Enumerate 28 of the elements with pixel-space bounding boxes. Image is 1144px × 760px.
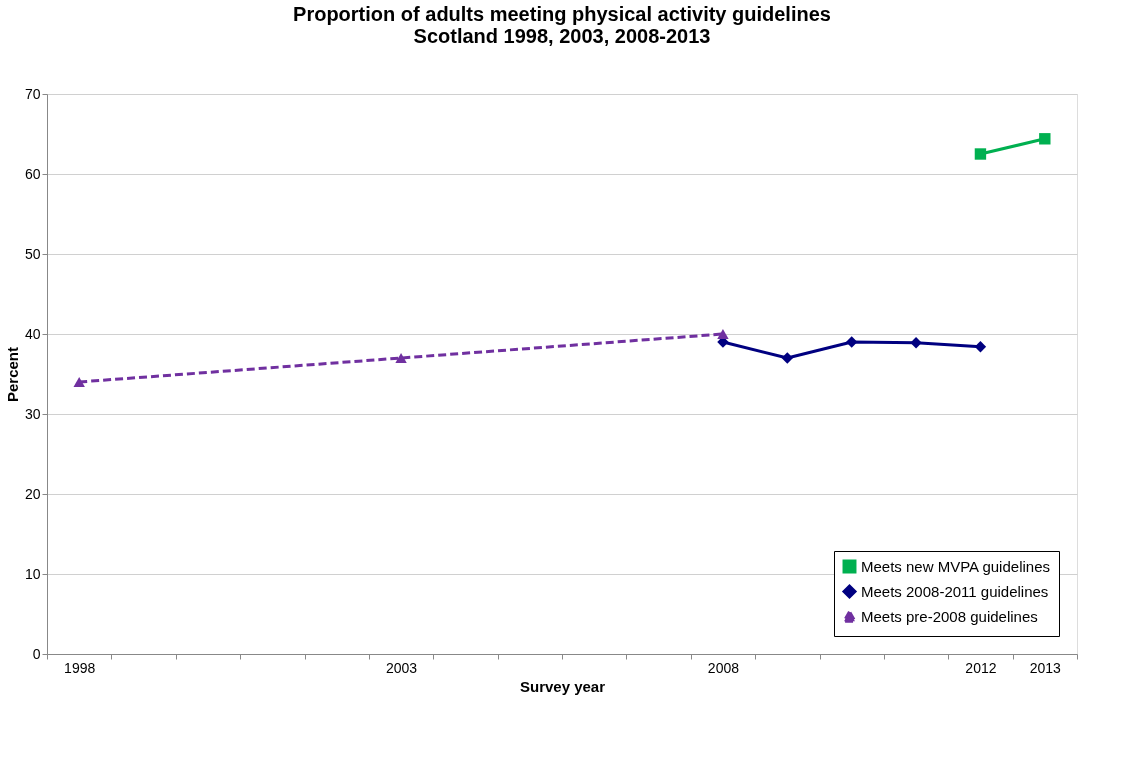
chart-title: Proportion of adults meeting physical activity guidelines Scotland 1998, 2003, 2008-2013	[293, 3, 831, 47]
legend-label: Meets pre-2008 guidelines	[861, 607, 1038, 625]
x-tick-label: 2003	[385, 659, 418, 676]
point	[910, 337, 922, 349]
x-axis-title: Survey year	[519, 677, 606, 695]
y-tick-label: 60	[24, 165, 41, 182]
legend-label: Meets 2008-2011 guidelines	[861, 582, 1049, 600]
y-tick-label: 10	[24, 565, 41, 582]
y-tick-label: 70	[24, 85, 41, 102]
point	[73, 377, 85, 387]
y-tick-label: 0	[32, 645, 41, 662]
point	[395, 353, 407, 363]
y-tick-label: 40	[24, 325, 41, 342]
legend-label: Meets new MVPA guidelines	[861, 557, 1050, 575]
point	[974, 341, 987, 353]
y-axis-title: Percent	[3, 346, 21, 403]
point	[845, 336, 858, 348]
x-tick-label: 1998	[64, 659, 96, 676]
point	[781, 352, 794, 364]
point	[717, 329, 729, 339]
y-tick-label: 50	[24, 245, 41, 262]
y-tick-label: 30	[24, 405, 41, 422]
y-tick-label: 20	[24, 485, 41, 502]
point	[974, 148, 987, 160]
point	[1039, 133, 1051, 145]
x-tick-label: 2013	[1029, 659, 1062, 676]
x-tick-label: 2012	[965, 659, 997, 676]
x-tick-label: 2008	[707, 659, 740, 676]
